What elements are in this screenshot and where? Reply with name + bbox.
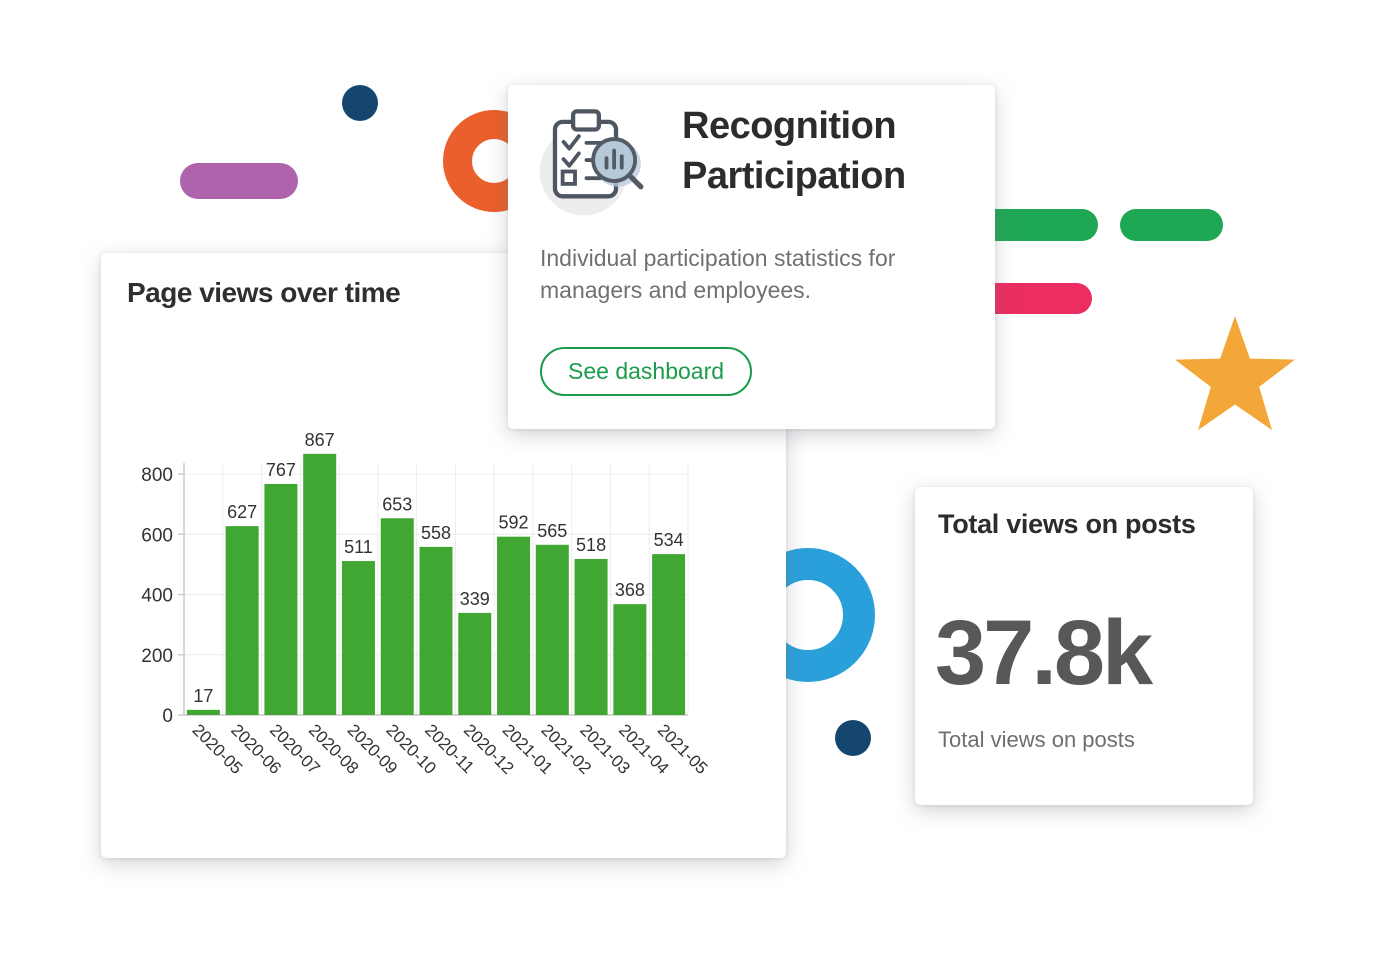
star-shape [1175, 316, 1295, 431]
navy-dot-icon [342, 85, 378, 121]
y-axis-tick-label: 800 [141, 465, 173, 486]
bar [652, 554, 686, 715]
bar-value-label: 592 [499, 513, 529, 533]
bar [535, 544, 569, 715]
total-views-metric: 37.8k [935, 602, 1153, 704]
star-icon [1175, 316, 1295, 431]
bar-value-label: 558 [421, 523, 451, 543]
recognition-card-description: Individual participation statistics for … [540, 245, 896, 303]
bar-value-label: 511 [344, 537, 373, 557]
clipboard-checklist-magnifier-chart-icon [539, 109, 644, 216]
y-axis-tick-label: 200 [141, 646, 173, 667]
checkmark [561, 151, 581, 168]
bar-value-label: 17 [193, 686, 213, 706]
recognition-title-line2: Participation [682, 155, 906, 197]
bar-value-label: 653 [382, 494, 412, 514]
bar [613, 604, 647, 715]
bar [574, 558, 608, 715]
y-axis-tick-label: 0 [162, 706, 173, 727]
page-views-card-title: Page views over time [127, 277, 401, 308]
bar-value-label: 534 [654, 530, 684, 550]
see-dashboard-button[interactable]: See dashboard [540, 347, 753, 396]
purple-pill [180, 163, 298, 199]
bar [264, 483, 298, 715]
bar [225, 526, 259, 715]
bar-value-label: 368 [615, 580, 645, 600]
magnifier-handle [626, 172, 644, 190]
green-pill [1120, 209, 1223, 241]
bar-value-label: 339 [460, 589, 490, 609]
y-axis-tick-label: 400 [141, 586, 173, 607]
bar [186, 709, 220, 715]
recognition-card-title: Recognition Participation [682, 101, 906, 201]
bar-value-label: 518 [576, 535, 606, 555]
recognition-participation-card: Recognition Participation Individual par… [508, 85, 995, 429]
bar [419, 546, 453, 715]
total-views-card-title: Total views on posts [938, 509, 1196, 539]
bar-value-label: 767 [266, 460, 296, 480]
y-axis-tick-label: 600 [141, 525, 173, 546]
bar [458, 612, 492, 715]
bar-value-label: 867 [305, 433, 335, 450]
bar [341, 561, 375, 715]
bar-value-label: 565 [537, 521, 567, 541]
total-views-metric-label: Total views on posts [938, 727, 1135, 752]
page-views-bar-chart: 0200400600800172020-056272020-067672020-… [141, 433, 711, 778]
bar [303, 453, 337, 715]
navy-dot-icon [835, 720, 871, 756]
total-views-card: Total views on posts 37.8k Total views o… [915, 487, 1253, 805]
checkbox-square [560, 169, 577, 186]
bar-value-label: 627 [227, 502, 257, 522]
recognition-title-line1: Recognition [682, 105, 897, 147]
clipboard-clip [570, 109, 602, 132]
bar [380, 518, 414, 715]
checkmark [561, 134, 581, 151]
bar [497, 536, 531, 715]
